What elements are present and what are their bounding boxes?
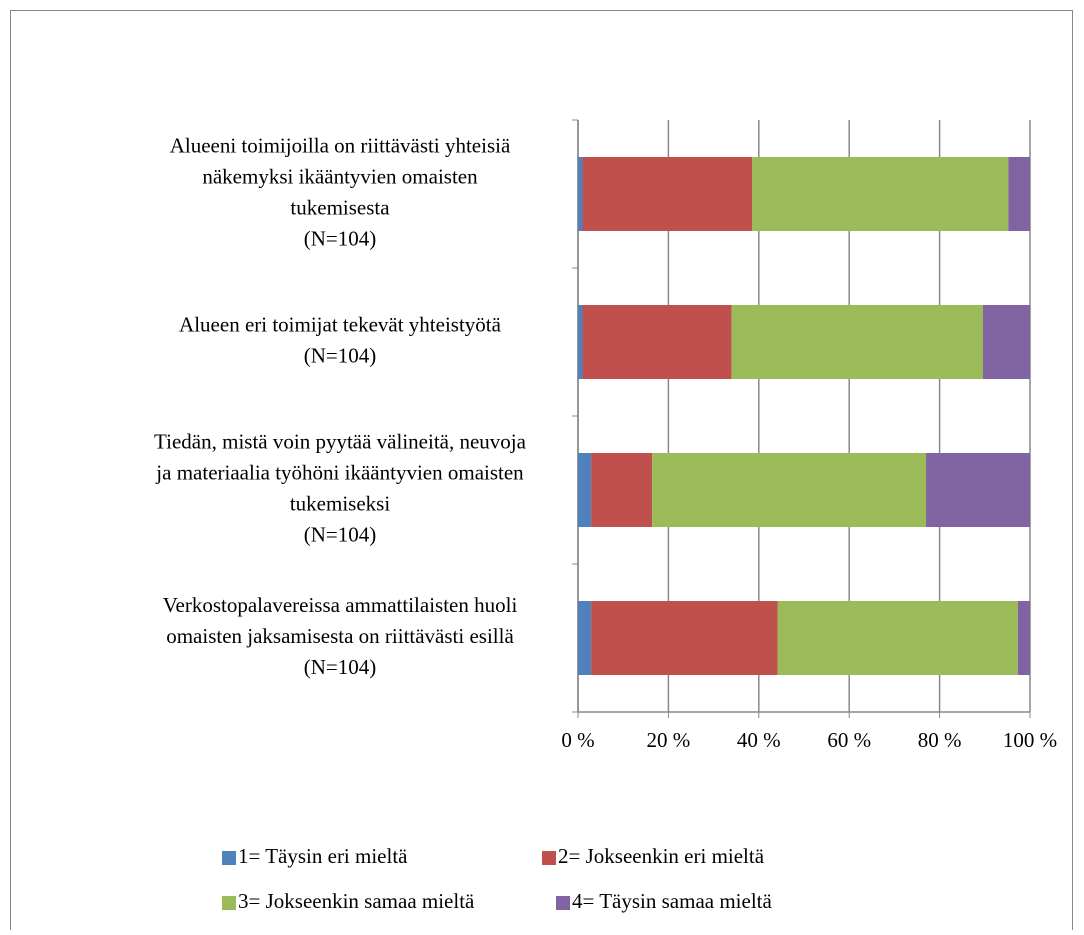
y-tick-label: Alueen eri toimijat tekevät yhteistyötä(… <box>179 312 502 367</box>
bar-segment <box>578 157 583 231</box>
bar-segment <box>982 305 1030 379</box>
bar-segment <box>926 453 1030 527</box>
bar-segment <box>731 305 983 379</box>
y-tick-label: Tiedän, mistä voin pyytää välineitä, neu… <box>154 429 527 546</box>
bar-segment <box>578 601 592 675</box>
x-tick-label: 80 % <box>918 728 962 752</box>
bar-segment <box>582 305 732 379</box>
legend-label: 4= Täysin samaa mieltä <box>572 889 772 913</box>
bar-segment <box>582 157 753 231</box>
x-tick-label: 100 % <box>1003 728 1057 752</box>
bar-segment <box>591 601 778 675</box>
legend-swatch <box>222 896 236 910</box>
legend-label: 3= Jokseenkin samaa mieltä <box>238 889 475 913</box>
bar-segment <box>777 601 1018 675</box>
y-tick-label: Verkostopalavereissa ammattilaisten huol… <box>163 593 518 679</box>
legend-swatch <box>556 896 570 910</box>
legend-swatch <box>222 851 236 865</box>
legend-label: 1= Täysin eri mieltä <box>238 844 408 868</box>
bar-segment <box>652 453 927 527</box>
bar-segment <box>752 157 1009 231</box>
bar-segment <box>578 453 592 527</box>
x-tick-label: 60 % <box>827 728 871 752</box>
legend-swatch <box>542 851 556 865</box>
x-tick-label: 40 % <box>737 728 781 752</box>
bar-segment <box>591 453 653 527</box>
x-tick-label: 20 % <box>647 728 691 752</box>
y-tick-label: Alueeni toimijoilla on riittävästi yhtei… <box>170 133 511 250</box>
x-tick-label: 0 % <box>561 728 594 752</box>
bar-segment <box>578 305 583 379</box>
bar-segment <box>1008 157 1030 231</box>
legend-label: 2= Jokseenkin eri mieltä <box>558 844 765 868</box>
bar-segment <box>1017 601 1030 675</box>
